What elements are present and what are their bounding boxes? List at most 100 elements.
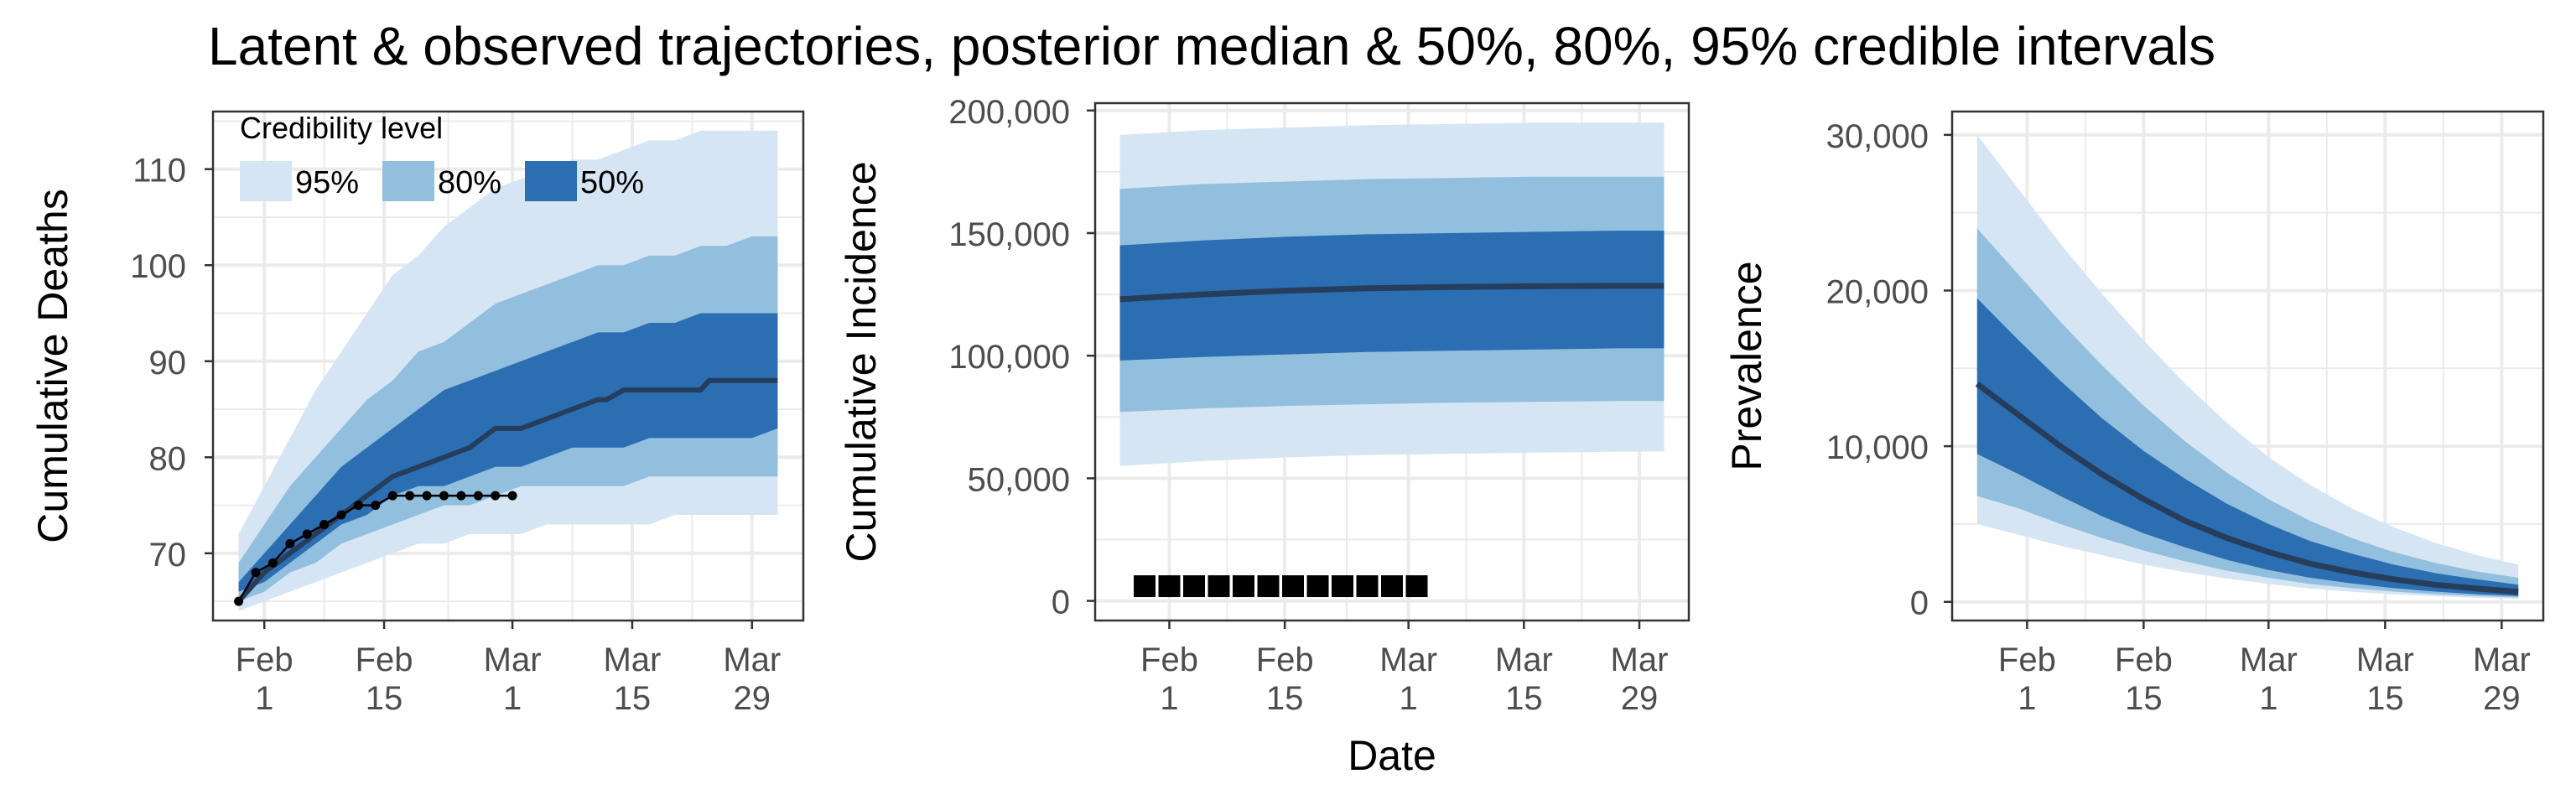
observed-point xyxy=(371,501,381,511)
x-tick-label-line: 1 xyxy=(2018,680,2036,717)
x-tick-label-line: Feb xyxy=(1998,641,2056,678)
observed-point xyxy=(1257,575,1280,598)
x-tick-label: Mar 15 xyxy=(1495,641,1553,717)
x-tick-label-line: 15 xyxy=(614,680,652,717)
x-tick-label: Mar 1 xyxy=(1379,641,1437,717)
x-tick-label-line: Mar xyxy=(484,641,542,678)
legend-key-80 xyxy=(382,161,434,201)
legend-title: Credibility level xyxy=(240,111,443,145)
panel-border xyxy=(1950,110,2545,622)
band-50 xyxy=(1119,231,1665,361)
x-tick-label-line: Mar xyxy=(723,641,781,678)
y-axis-label: Prevalence xyxy=(1723,261,1770,470)
legend-label: 95% xyxy=(295,165,359,200)
observed-point xyxy=(1158,575,1181,598)
observed-point xyxy=(302,529,312,539)
band-50 xyxy=(238,313,778,592)
y-tick-label: 30,000 xyxy=(1826,118,1929,155)
x-tick-label-line: 29 xyxy=(1621,680,1659,717)
median-line xyxy=(1975,381,2519,595)
x-tick-label: Mar 15 xyxy=(603,641,661,717)
observed-point xyxy=(1208,575,1230,598)
median-line xyxy=(1119,283,1665,303)
observed-point xyxy=(251,568,261,578)
observed-point xyxy=(405,491,415,501)
observed-point xyxy=(1405,575,1428,598)
x-tick-label-line: 15 xyxy=(2366,680,2404,717)
x-tick-label: Feb 15 xyxy=(1256,641,1314,717)
chart-title: Latent & observed trajectories, posterio… xyxy=(208,16,2216,76)
x-tick-label-line: 15 xyxy=(2125,680,2163,717)
legend-label: 50% xyxy=(580,165,644,200)
observed-point xyxy=(1332,575,1353,598)
y-tick-label: 100 xyxy=(130,248,186,285)
x-tick-label-line: 29 xyxy=(2483,680,2521,717)
observed-point xyxy=(267,558,278,568)
y-tick-label: 20,000 xyxy=(1826,273,1929,310)
y-tick-label: 80 xyxy=(149,440,187,477)
observed-point xyxy=(336,510,346,520)
observed-point xyxy=(507,491,517,501)
x-tick-label: Feb 15 xyxy=(2115,641,2173,717)
observed-point xyxy=(353,501,363,511)
x-tick-label-line: Mar xyxy=(1611,641,1669,678)
x-tick-label-line: 29 xyxy=(734,680,771,717)
x-tick-label-line: Mar xyxy=(1379,641,1437,678)
observed-point xyxy=(319,519,330,529)
x-tick-label: Feb 15 xyxy=(356,641,413,717)
x-tick-label-line: Mar xyxy=(2240,641,2298,678)
y-tick-label: 110 xyxy=(132,153,186,190)
x-tick-label: Mar 29 xyxy=(2473,641,2531,717)
x-tick-label-line: 15 xyxy=(366,680,403,717)
y-tick-label: 200,000 xyxy=(948,94,1070,131)
observed-point xyxy=(1381,575,1403,598)
x-tick-label: Mar 29 xyxy=(1611,641,1669,717)
observed-point xyxy=(1306,575,1329,598)
legend-key-95 xyxy=(240,161,292,201)
y-tick-label: 70 xyxy=(149,537,187,574)
x-tick-label-line: Feb xyxy=(1140,641,1198,678)
x-tick-label-line: 1 xyxy=(1400,680,1418,717)
y-tick-label: 50,000 xyxy=(968,461,1070,498)
x-tick-label-line: 1 xyxy=(2259,680,2277,717)
x-tick-label-line: 1 xyxy=(1160,680,1178,717)
observed-point xyxy=(439,491,449,501)
x-tick-label: Mar 15 xyxy=(2356,641,2414,717)
y-tick-label: 0 xyxy=(1052,584,1070,621)
x-tick-label: Feb 1 xyxy=(236,641,293,717)
legend-label: 80% xyxy=(438,165,501,200)
x-tick-label: Mar 1 xyxy=(2240,641,2298,717)
observed-point xyxy=(234,596,244,606)
y-tick-label: 90 xyxy=(149,345,187,382)
x-tick-label-line: 1 xyxy=(503,680,522,717)
observed-point xyxy=(387,491,397,501)
x-tick-label-line: 15 xyxy=(1505,680,1543,717)
x-tick-label-line: Feb xyxy=(1256,641,1314,678)
x-tick-label-line: Mar xyxy=(603,641,661,678)
x-tick-label-line: Feb xyxy=(2115,641,2173,678)
y-tick-label: 10,000 xyxy=(1826,429,1929,466)
x-tick-label: Mar 29 xyxy=(723,641,781,717)
observed-point xyxy=(1233,575,1254,598)
y-tick-label: 100,000 xyxy=(948,339,1070,376)
observed-point xyxy=(1356,575,1379,598)
legend-key-50 xyxy=(525,161,577,201)
legend: Credibility level 95% 80% 50% xyxy=(240,111,644,201)
x-tick-label-line: 1 xyxy=(255,680,273,717)
y-axis-label: Cumulative Deaths xyxy=(29,189,76,543)
x-tick-label-line: Feb xyxy=(236,641,293,678)
x-tick-label-line: Feb xyxy=(356,641,413,678)
observed-point xyxy=(1282,575,1304,598)
x-tick-label-line: 15 xyxy=(1266,680,1304,717)
x-tick-label: Feb 1 xyxy=(1998,641,2056,717)
observed-point xyxy=(1183,575,1205,598)
observed-point xyxy=(473,491,483,501)
x-tick-label-line: Mar xyxy=(2473,641,2531,678)
y-tick-label: 0 xyxy=(1910,585,1929,622)
x-tick-label: Feb 1 xyxy=(1140,641,1198,717)
x-axis-label: Date xyxy=(1348,732,1436,779)
band-50 xyxy=(1976,298,2519,596)
